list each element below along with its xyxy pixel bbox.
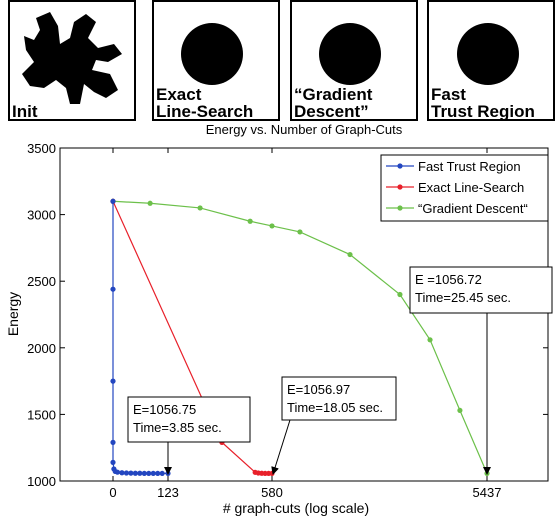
result-shape [181,23,243,85]
data-point [119,470,125,476]
x-tick-label: 5437 [473,485,502,500]
result-shape [319,23,381,85]
data-point [347,251,353,258]
annotation-text: Time=25.45 sec. [415,290,511,305]
legend-marker [397,163,403,169]
annotation-box [281,376,397,421]
annotation-box [127,396,251,443]
data-point [427,337,433,343]
init-shape [22,12,122,104]
annotation-text: E=1056.75 [133,402,196,417]
y-tick-label: 2500 [27,274,56,289]
data-point [155,470,161,477]
y-tick-label: 3000 [27,208,56,223]
data-point [269,223,275,229]
data-point [141,470,147,477]
data-point [123,470,130,476]
data-point [159,470,165,477]
y-axis-label: Energy [5,292,21,336]
data-point [110,198,116,204]
plot: 1000 1500 2000 2500 3000 3500 0 123 580 5437 E=105… [27,141,553,500]
y-tick-label: 1500 [27,407,56,422]
x-tick-label: 123 [157,485,179,500]
panel-label: “Gradient [294,85,373,104]
legend-label: “Gradient Descent“ [418,201,528,216]
data-point [147,200,153,206]
panel-label: Fast [431,85,466,104]
data-point [197,205,203,211]
data-point [110,286,116,292]
data-point [247,218,253,224]
annotation-arrow [271,419,291,475]
annotation-text: Time=18.05 sec. [287,400,383,415]
y-tick-label: 1000 [27,474,56,489]
data-point [150,470,156,477]
legend-marker [397,184,403,190]
data-point [110,378,116,384]
x-tick-label: 580 [261,485,283,500]
annotation-box [409,266,553,314]
axes-box [59,147,549,482]
chart-title: Energy vs. Number of Graph-Cuts [206,122,403,137]
data-point [146,470,152,477]
data-point [110,459,116,465]
data-point [114,469,121,475]
data-point [110,439,116,445]
panel-label: Trust Region [431,102,535,121]
x-tick-label: 0 [109,485,116,500]
data-point [297,229,303,235]
panel-label: Init [12,102,38,121]
legend-marker [397,205,403,211]
annotation-text: Time=3.85 sec. [133,420,222,435]
y-tick-label: 2000 [27,341,56,356]
data-point [128,470,134,476]
data-point [132,470,138,476]
legend-label: Fast Trust Region [418,159,521,174]
x-axis-label: # graph-cuts (log scale) [223,500,369,516]
y-tick-label: 3500 [27,141,56,156]
panel-label: Descent” [294,102,369,121]
data-point [457,407,463,414]
result-shape [457,23,519,85]
legend-label: Exact Line-Search [418,180,524,195]
annotation-text: E =1056.72 [415,272,482,287]
data-point [397,291,403,298]
annotation-text: E=1056.97 [287,382,350,397]
panel-label: Exact [156,85,202,104]
data-point [137,470,143,476]
panel-label: Line-Search [156,102,253,121]
